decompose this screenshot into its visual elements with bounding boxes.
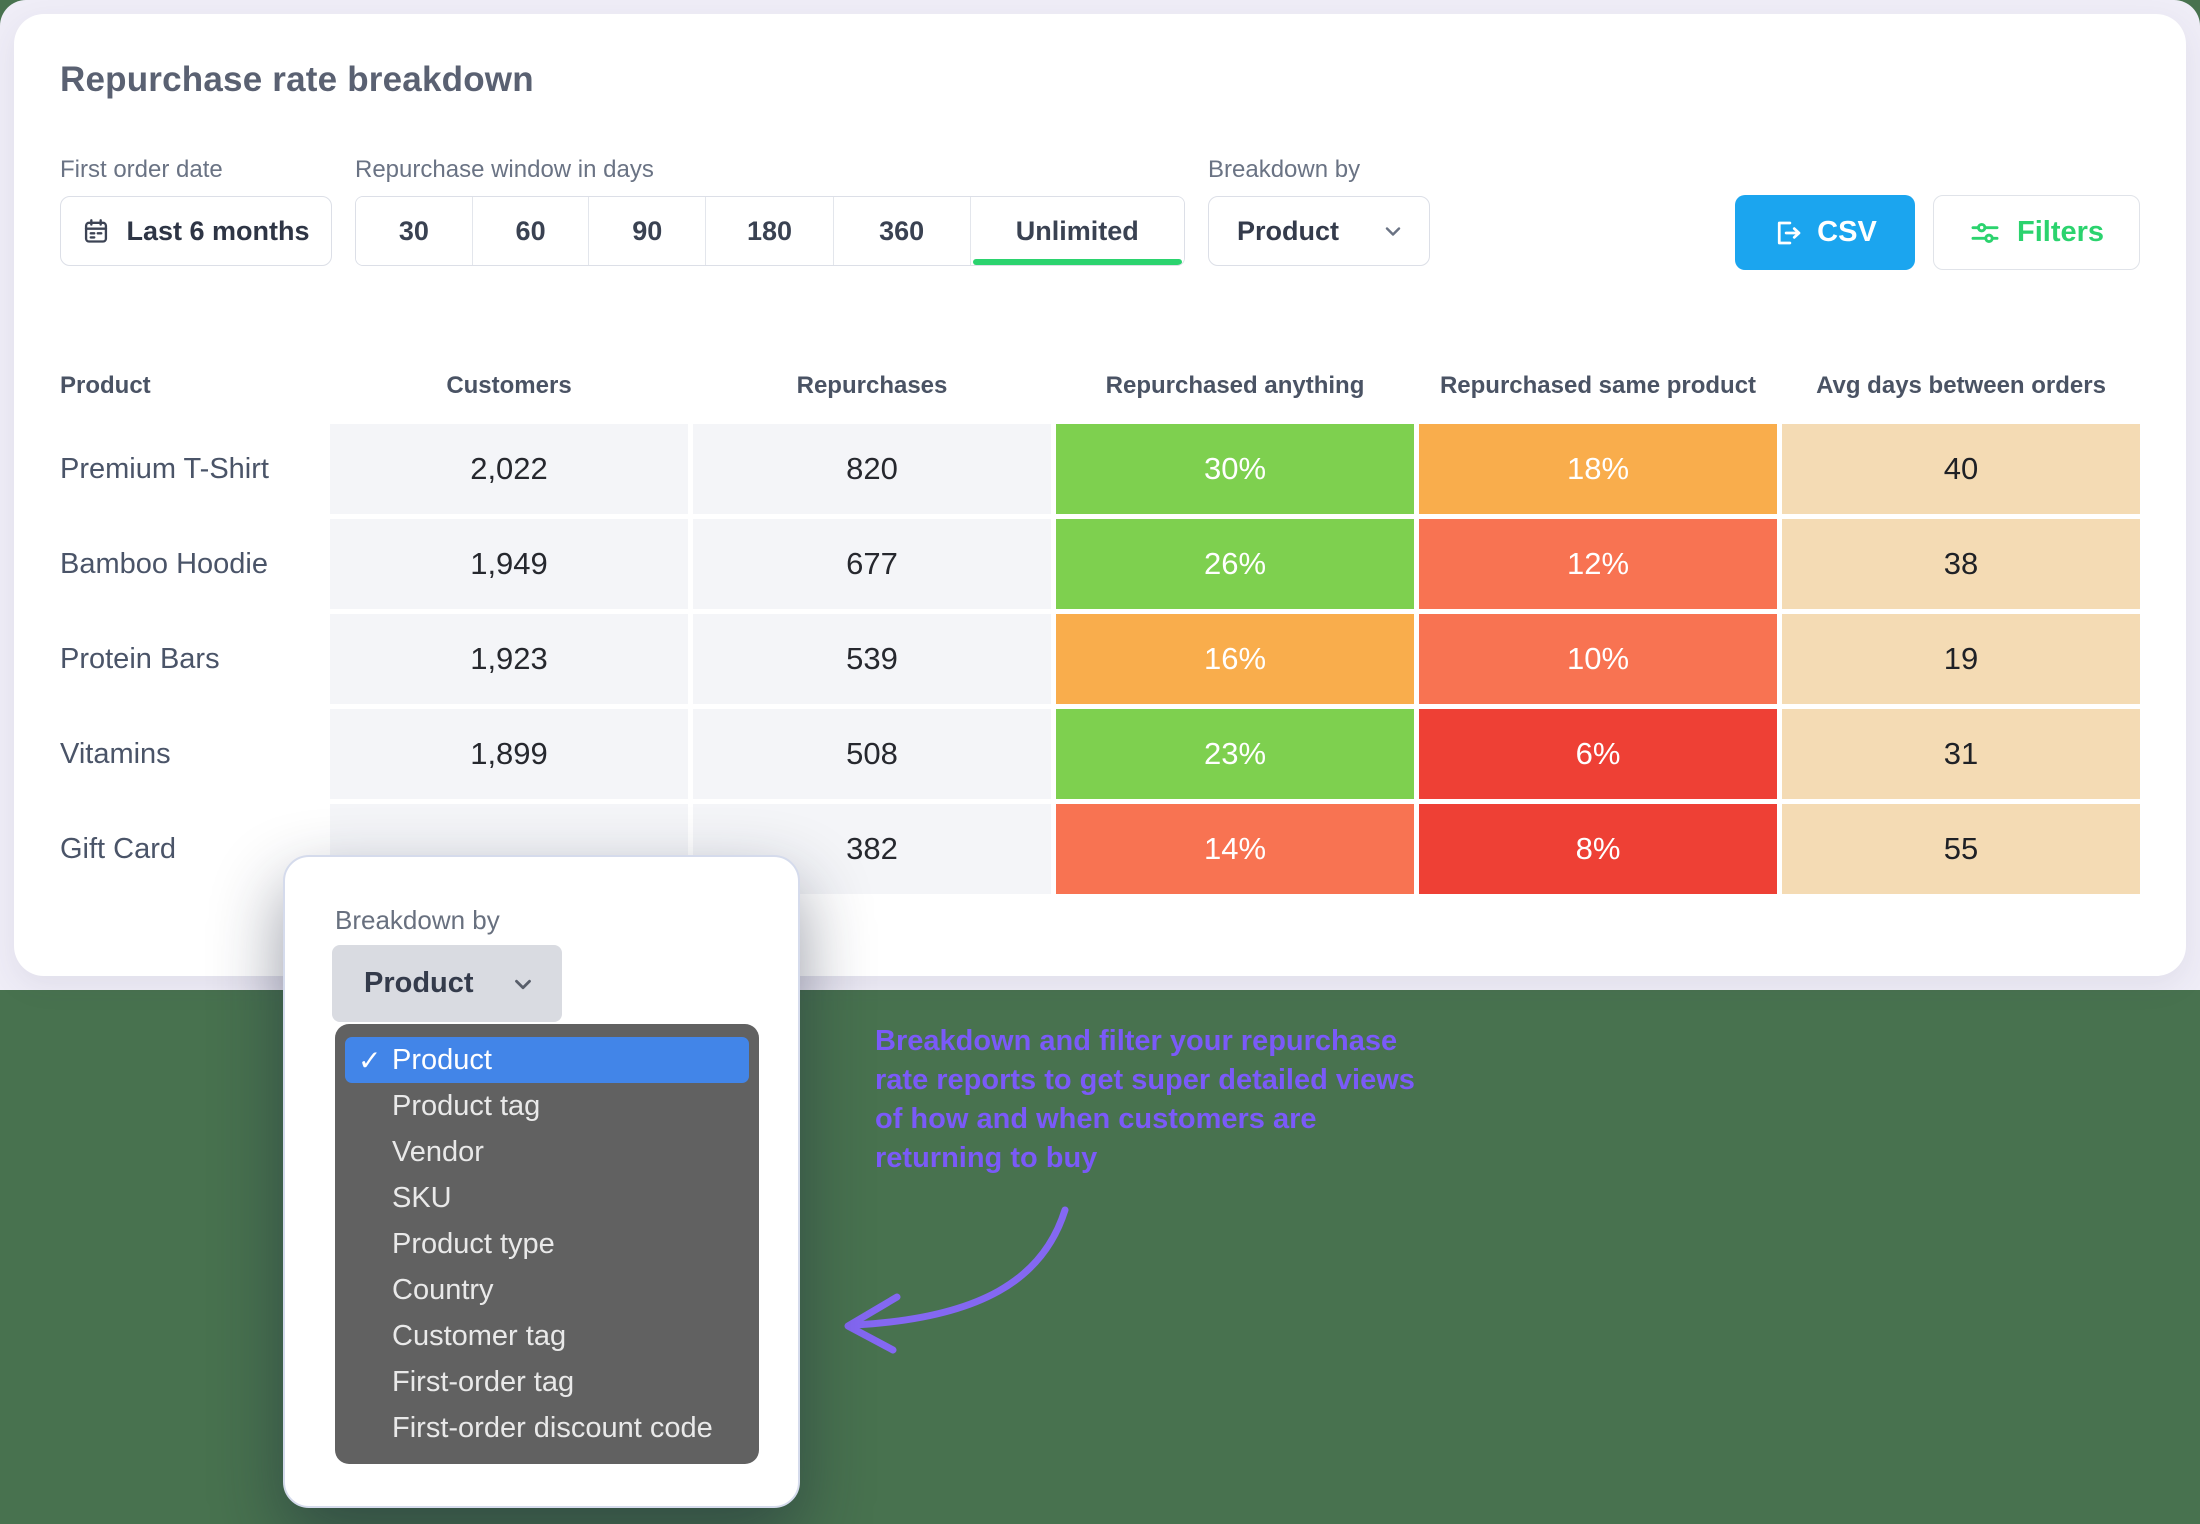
csv-button-label: CSV: [1817, 216, 1877, 248]
menu-item-label: Product tag: [392, 1089, 541, 1122]
window-option-30[interactable]: 30: [356, 197, 473, 265]
menu-item-product[interactable]: ✓ Product: [345, 1037, 749, 1083]
table-row: Vitamins 1,899 508 23% 6% 31: [60, 709, 2140, 799]
menu-item-label: First-order discount code: [392, 1411, 713, 1444]
annotation-line: of how and when customers are: [875, 1103, 1317, 1135]
value-cell: 19: [1782, 614, 2140, 704]
value-cell: 2,022: [330, 424, 688, 514]
repurchase-window-label: Repurchase window in days: [355, 156, 654, 183]
breakdown-popup: Breakdown by Product ✓ Product Product tag…: [283, 855, 800, 1508]
value-cell: 1,949: [330, 519, 688, 609]
annotation-text: Breakdown and filter your repurchase rate…: [875, 1022, 1515, 1178]
table-row: Gift Card 382 14% 8% 55: [60, 804, 2140, 894]
menu-item-label: Product type: [392, 1227, 555, 1260]
window-option-180[interactable]: 180: [706, 197, 834, 265]
annotation-line: Breakdown and filter your repurchase: [875, 1025, 1398, 1057]
report-card: Repurchase rate breakdown First order da…: [14, 14, 2186, 976]
product-name: Protein Bars: [60, 614, 325, 704]
menu-item-product-type[interactable]: Product type: [335, 1221, 759, 1267]
product-name: Bamboo Hoodie: [60, 519, 325, 609]
menu-item-label: Country: [392, 1273, 494, 1306]
value-cell: 38: [1782, 519, 2140, 609]
repurchase-window-segments: 30 60 90 180 360 Unlimited: [355, 196, 1185, 266]
value-cell: 508: [693, 709, 1051, 799]
value-cell: 539: [693, 614, 1051, 704]
product-name: Vitamins: [60, 709, 325, 799]
first-order-date-button[interactable]: Last 6 months: [60, 196, 332, 266]
breakdown-dropdown-menu: ✓ Product Product tag Vendor SKU Product type…: [335, 1024, 759, 1464]
breakdown-by-label: Breakdown by: [1208, 156, 1361, 183]
filters-button[interactable]: Filters: [1933, 195, 2140, 270]
table-row: Bamboo Hoodie 1,949 677 26% 12% 38: [60, 519, 2140, 609]
menu-item-first-order-tag[interactable]: First-order tag: [335, 1359, 759, 1405]
rate-cell: 6%: [1419, 709, 1777, 799]
column-header-0: Product: [60, 372, 151, 399]
rate-cell: 26%: [1056, 519, 1414, 609]
menu-item-sku[interactable]: SKU: [335, 1175, 759, 1221]
column-header-3: Repurchased anything: [1105, 372, 1365, 399]
window-option-unlimited[interactable]: Unlimited: [970, 197, 1184, 265]
annotation-arrow-icon: [844, 1206, 1069, 1354]
value-cell: 55: [1782, 804, 2140, 894]
column-header-4: Repurchased same product: [1439, 372, 1757, 399]
popup-breakdown-value: Product: [364, 967, 474, 999]
rate-cell: 8%: [1419, 804, 1777, 894]
check-icon: ✓: [358, 1044, 382, 1076]
window-option-90[interactable]: 90: [589, 197, 707, 265]
table-header-row: Product Customers Repurchases Repurchased a…: [60, 372, 2140, 400]
first-order-date-value: Last 6 months: [126, 215, 310, 246]
rate-cell: 10%: [1419, 614, 1777, 704]
table-body: Premium T-Shirt 2,022 820 30% 18% 40 Bamboo Ho…: [60, 424, 2140, 894]
product-name: Gift Card: [60, 804, 325, 894]
value-cell: 677: [693, 519, 1051, 609]
menu-item-label: First-order tag: [392, 1365, 575, 1398]
chevron-down-icon: [515, 979, 531, 989]
menu-item-country[interactable]: Country: [335, 1267, 759, 1313]
product-name: Premium T-Shirt: [60, 424, 325, 514]
menu-item-label: SKU: [392, 1181, 452, 1214]
column-header-2: Repurchases: [796, 372, 948, 399]
chevron-down-icon: [1385, 227, 1401, 236]
value-cell: 820: [693, 424, 1051, 514]
value-cell: 40: [1782, 424, 2140, 514]
menu-item-first-order-discount-code[interactable]: First-order discount code: [335, 1405, 759, 1451]
csv-export-button[interactable]: CSV: [1735, 195, 1915, 270]
popup-breakdown-label: Breakdown by: [335, 905, 500, 935]
menu-item-label: Product: [392, 1043, 492, 1076]
repurchase-table: Product Customers Repurchases Repurchased a…: [60, 372, 2140, 899]
rate-cell: 12%: [1419, 519, 1777, 609]
rate-cell: 18%: [1419, 424, 1777, 514]
breakdown-by-value: Product: [1237, 215, 1340, 246]
window-option-60[interactable]: 60: [472, 197, 590, 265]
rate-cell: 23%: [1056, 709, 1414, 799]
calendar-icon: [85, 219, 108, 243]
rate-cell: 16%: [1056, 614, 1414, 704]
value-cell: 31: [1782, 709, 2140, 799]
value-cell: 1,923: [330, 614, 688, 704]
table-row: Premium T-Shirt 2,022 820 30% 18% 40: [60, 424, 2140, 514]
first-order-date-label: First order date: [60, 156, 223, 183]
filters-button-label: Filters: [2016, 216, 2105, 248]
window-option-360[interactable]: 360: [833, 197, 971, 265]
breakdown-by-select[interactable]: Product: [1208, 196, 1430, 266]
menu-item-vendor[interactable]: Vendor: [335, 1129, 759, 1175]
table-row: Protein Bars 1,923 539 16% 10% 19: [60, 614, 2140, 704]
column-header-1: Customers: [446, 372, 572, 399]
rate-cell: 30%: [1056, 424, 1414, 514]
annotation-line: returning to buy: [875, 1142, 1098, 1174]
rate-cell: 14%: [1056, 804, 1414, 894]
sliders-icon: [1971, 222, 1999, 243]
page-title: Repurchase rate breakdown: [60, 60, 534, 99]
menu-item-customer-tag[interactable]: Customer tag: [335, 1313, 759, 1359]
export-icon: [1778, 221, 1801, 244]
annotation-line: rate reports to get super detailed views: [875, 1064, 1415, 1096]
menu-item-product-tag[interactable]: Product tag: [335, 1083, 759, 1129]
value-cell: 1,899: [330, 709, 688, 799]
menu-item-label: Vendor: [392, 1135, 484, 1168]
popup-breakdown-select[interactable]: Product: [332, 945, 562, 1022]
column-header-5: Avg days between orders: [1816, 372, 2106, 399]
menu-item-label: Customer tag: [392, 1319, 567, 1352]
